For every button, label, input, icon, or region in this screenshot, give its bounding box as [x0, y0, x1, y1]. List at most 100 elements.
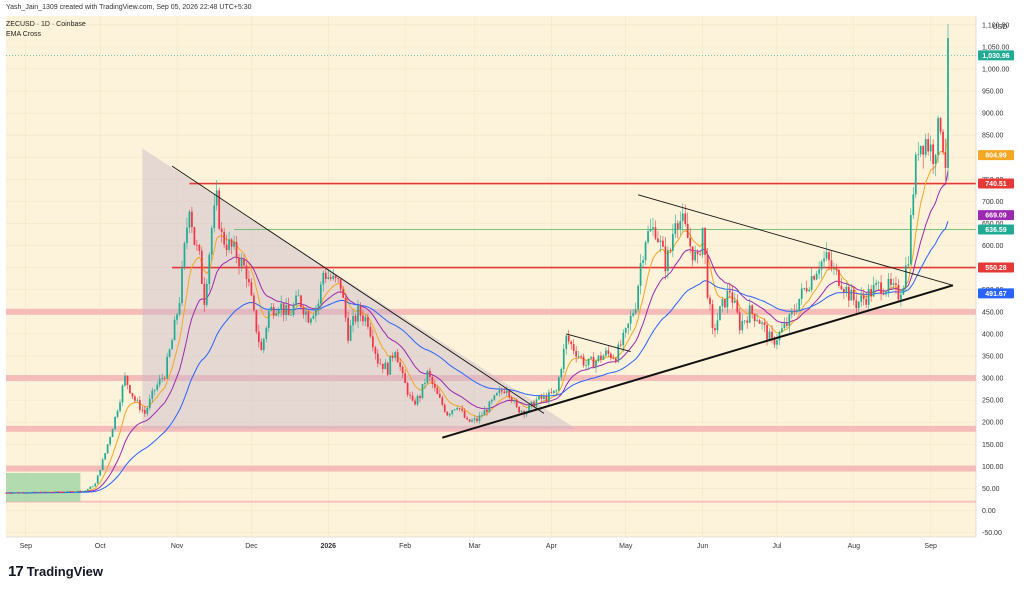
- candle-body: [39, 491, 42, 493]
- price-label-text: 1,030.96: [982, 53, 1009, 60]
- candle-body: [724, 299, 726, 308]
- candle-body: [372, 336, 374, 348]
- candle-body: [939, 118, 942, 132]
- tradingview-logo-icon: 17: [8, 563, 24, 580]
- candle-body: [32, 491, 35, 493]
- candle-body: [334, 275, 337, 279]
- symbol-title: ZECUSD · 1D · Coinbase: [6, 21, 86, 28]
- candle-body: [736, 300, 739, 313]
- candle-body: [900, 294, 902, 300]
- candle-body: [904, 265, 907, 289]
- candle-body: [344, 297, 347, 318]
- candle-body: [404, 373, 406, 384]
- candle-body: [582, 356, 585, 366]
- candle-body: [803, 288, 806, 289]
- candle-body: [493, 395, 496, 400]
- candle-body: [515, 400, 518, 407]
- candle-body: [751, 305, 754, 314]
- candle-body: [580, 356, 582, 357]
- candle-body: [453, 409, 456, 411]
- candle-body: [632, 313, 635, 316]
- candle-body: [942, 131, 944, 153]
- price-tick-label: 1,050.00: [982, 44, 1009, 51]
- candle-body: [438, 393, 441, 398]
- candle-body: [389, 355, 392, 375]
- candle-body: [347, 317, 349, 341]
- candle-body: [386, 362, 389, 375]
- price-tick-label: 950.00: [982, 89, 1004, 96]
- candle-body: [657, 238, 659, 243]
- candle-body: [689, 238, 692, 247]
- candle-body: [686, 224, 689, 239]
- candle-body: [800, 288, 803, 299]
- candle-body: [37, 491, 40, 493]
- candle-body: [753, 313, 756, 321]
- candle-body: [728, 290, 731, 293]
- candle-body: [823, 258, 825, 262]
- candle-body: [929, 144, 932, 152]
- candle-body: [81, 490, 84, 492]
- candle-body: [897, 284, 900, 300]
- candle-body: [614, 358, 617, 362]
- candle-body: [748, 305, 751, 323]
- candle-body: [937, 118, 939, 155]
- price-tick-label: 0.00: [982, 508, 996, 515]
- candle-body: [538, 395, 540, 400]
- candle-body: [500, 390, 503, 392]
- candle-body: [865, 298, 868, 305]
- candle-body: [701, 227, 704, 255]
- candle-body: [461, 408, 463, 411]
- candle-body: [652, 227, 654, 230]
- candle-body: [441, 397, 444, 405]
- candle-body: [855, 300, 858, 309]
- candle-body: [401, 367, 404, 374]
- candle-body: [448, 413, 451, 416]
- candle-body: [605, 350, 607, 356]
- candle-body: [555, 390, 558, 392]
- price-label-badge: [978, 224, 1014, 235]
- candle-body: [329, 277, 332, 279]
- candle-body: [783, 323, 786, 329]
- candle-body: [530, 401, 533, 406]
- candle-body: [540, 395, 543, 399]
- candle-body: [659, 240, 662, 243]
- candle-body: [902, 288, 905, 295]
- candle-body: [429, 370, 431, 378]
- candle-body: [200, 250, 203, 284]
- candle-body: [42, 491, 45, 493]
- price-tick-label: 700.00: [982, 199, 1004, 206]
- candle-body: [121, 385, 124, 403]
- price-tick-label: -50.00: [982, 530, 1002, 537]
- time-tick-label: Dec: [245, 543, 258, 550]
- price-tick-label: 100.00: [982, 464, 1004, 471]
- candle-body: [262, 338, 265, 351]
- candle-body: [67, 491, 69, 493]
- price-label-text: 669.09: [985, 213, 1007, 220]
- candle-body: [741, 321, 744, 331]
- candle-body: [230, 239, 233, 247]
- candle-body: [215, 190, 218, 206]
- candle-body: [572, 344, 575, 351]
- candle-body: [731, 292, 734, 303]
- candle-body: [543, 396, 545, 399]
- candle-body: [17, 492, 20, 494]
- candle-body: [548, 392, 550, 402]
- candle-body: [654, 227, 657, 239]
- price-tick-label: 850.00: [982, 133, 1004, 140]
- candle-body: [198, 244, 201, 251]
- indicator-label[interactable]: EMA Cross: [6, 31, 42, 38]
- candle-body: [535, 399, 538, 407]
- candle-body: [721, 299, 724, 307]
- candle-body: [761, 322, 763, 324]
- candle-body: [768, 331, 771, 340]
- candle-body: [7, 492, 10, 494]
- candle-body: [161, 378, 164, 379]
- candle-body: [877, 282, 880, 284]
- candle-body: [793, 311, 796, 312]
- candle-body: [436, 387, 439, 394]
- candle-body: [302, 307, 305, 315]
- candle-body: [277, 309, 280, 314]
- candle-body: [337, 278, 340, 280]
